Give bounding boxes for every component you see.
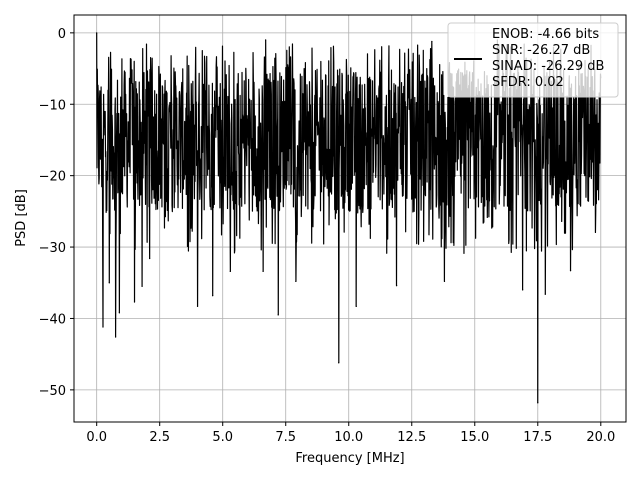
psd-dip-point <box>229 270 231 272</box>
y-axis-ticks: 0 −10 −20 −30 −40 −50 <box>39 27 74 399</box>
x-tick-label: 5.0 <box>212 430 233 445</box>
psd-dip-point <box>569 270 572 272</box>
psd-peak-point <box>431 40 433 43</box>
psd-series-line <box>96 32 602 404</box>
psd-dip-point <box>141 285 143 287</box>
x-axis-ticks: 0.0 2.5 5.0 7.5 10.0 12.5 15.0 17.5 20.0 <box>86 422 615 445</box>
legend-line-sinad: SINAD: -26.29 dB <box>492 59 604 74</box>
y-tick-label: 0 <box>58 27 66 42</box>
psd-dip-point <box>114 336 117 338</box>
psd-dip-point <box>522 289 524 291</box>
y-tick-label: −40 <box>39 312 66 327</box>
y-axis-label: PSD [dB] <box>14 189 29 247</box>
y-tick-label: −30 <box>39 241 66 256</box>
psd-dip-point <box>295 280 297 282</box>
x-tick-label: 2.5 <box>149 430 170 445</box>
y-tick-label: −50 <box>39 384 66 399</box>
series-layer <box>96 32 602 404</box>
x-tick-label: 20.0 <box>586 430 615 445</box>
x-axis-label: Frequency [MHz] <box>295 451 404 466</box>
psd-dip-point <box>118 312 120 314</box>
psd-dip-point <box>108 282 110 284</box>
psd-dip-point <box>196 305 199 307</box>
axes-frame <box>73 14 627 423</box>
psd-dip-point <box>396 285 398 287</box>
psd-dip-point <box>262 270 264 272</box>
psd-dip-point <box>133 301 136 303</box>
x-tick-label: 12.5 <box>397 430 426 445</box>
psd-dip-point <box>355 305 357 307</box>
psd-peak-point <box>96 32 98 34</box>
psd-dip-point <box>338 362 340 364</box>
legend: ENOB: -4.66 bits SNR: -26.27 dB SINAD: -… <box>447 22 619 98</box>
psd-dip-point <box>443 280 446 282</box>
psd-dip-point <box>277 314 279 316</box>
legend-line-sfdr: SFDR: 0.02 <box>492 75 564 90</box>
x-tick-label: 0.0 <box>86 430 107 445</box>
x-tick-label: 15.0 <box>460 430 489 445</box>
psd-dip-point <box>102 326 104 328</box>
y-tick-label: −10 <box>39 98 66 113</box>
psd-dip-point <box>544 293 546 295</box>
y-tick-label: −20 <box>39 170 66 185</box>
x-tick-label: 17.5 <box>523 430 552 445</box>
psd-peak-point <box>264 39 267 41</box>
psd-dip-point <box>212 295 214 297</box>
x-tick-label: 7.5 <box>275 430 296 445</box>
legend-box <box>447 22 619 98</box>
x-tick-label: 10.0 <box>334 430 363 445</box>
legend-line-enob: ENOB: -4.66 bits <box>492 27 599 42</box>
psd-dip-point <box>149 257 151 260</box>
psd-dip-point <box>537 402 539 404</box>
legend-line-snr: SNR: -26.27 dB <box>492 43 590 58</box>
